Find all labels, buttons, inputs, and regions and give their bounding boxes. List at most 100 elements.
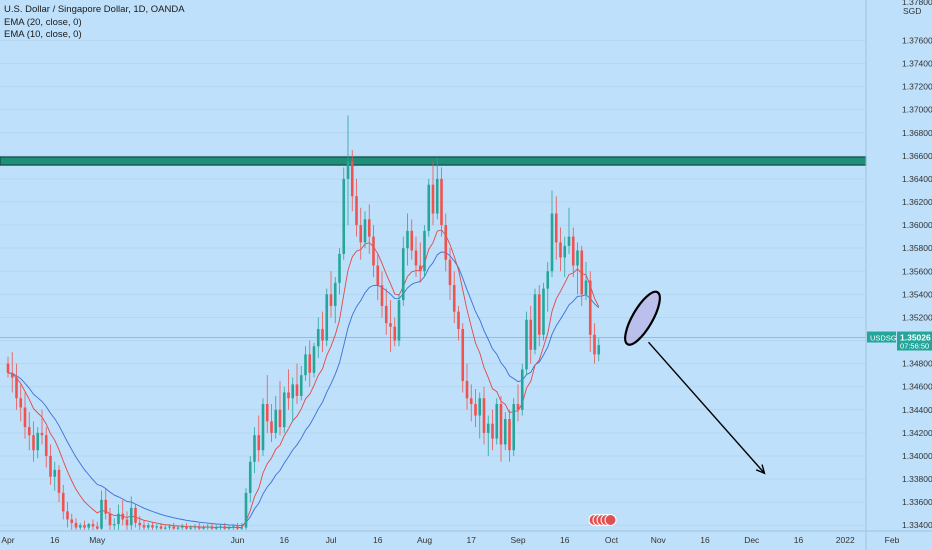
candle-body bbox=[427, 184, 431, 231]
candle bbox=[142, 520, 146, 530]
candle bbox=[465, 363, 469, 410]
candle bbox=[325, 288, 329, 347]
candle-body bbox=[32, 435, 35, 451]
candle bbox=[91, 519, 95, 530]
candle-body bbox=[176, 527, 180, 529]
candle bbox=[155, 524, 159, 530]
candle bbox=[559, 227, 562, 272]
candle bbox=[588, 271, 592, 353]
candle-body bbox=[278, 409, 282, 428]
candle-body bbox=[401, 248, 405, 301]
candle bbox=[40, 409, 44, 445]
candle bbox=[461, 323, 465, 393]
candle bbox=[389, 300, 392, 353]
candle bbox=[104, 488, 108, 520]
price-tick-label: 1.33400 bbox=[902, 520, 932, 530]
price-tick-label: 1.37200 bbox=[902, 82, 932, 92]
time-tick-label: Jun bbox=[231, 535, 245, 545]
candle bbox=[231, 524, 235, 530]
candle bbox=[236, 522, 239, 530]
candle bbox=[121, 499, 125, 526]
candle bbox=[83, 520, 86, 530]
ema20-line bbox=[7, 251, 600, 527]
time-tick-label: 16 bbox=[794, 535, 804, 545]
candle bbox=[372, 225, 375, 278]
time-tick-label: May bbox=[89, 535, 106, 545]
candle bbox=[478, 392, 482, 439]
price-badge-value: 1.35026 bbox=[900, 333, 931, 343]
candle-body bbox=[384, 305, 388, 324]
candle bbox=[516, 384, 520, 422]
candle-body bbox=[168, 526, 171, 528]
candle-body bbox=[423, 230, 426, 272]
candle bbox=[295, 363, 299, 405]
candle bbox=[448, 248, 452, 301]
candle-body bbox=[546, 271, 550, 289]
candle-body bbox=[363, 219, 367, 243]
candle bbox=[427, 178, 431, 237]
price-tick-label: 1.34400 bbox=[902, 405, 932, 415]
candle bbox=[189, 525, 193, 530]
candle-body bbox=[274, 409, 278, 433]
candle bbox=[74, 518, 78, 530]
candle bbox=[27, 412, 31, 451]
candle bbox=[393, 317, 397, 347]
candle bbox=[542, 282, 545, 341]
candle-body bbox=[359, 225, 363, 243]
candle-body bbox=[10, 372, 14, 378]
time-tick-label: Dec bbox=[744, 535, 760, 545]
candle-body bbox=[19, 398, 23, 408]
candle-body bbox=[597, 345, 601, 355]
candle-body bbox=[134, 507, 137, 523]
candle bbox=[61, 484, 65, 520]
candle bbox=[308, 340, 312, 387]
candle-body bbox=[461, 328, 465, 381]
candle bbox=[363, 211, 367, 249]
candle-body bbox=[287, 392, 290, 399]
candle-body bbox=[431, 184, 435, 214]
candle-body bbox=[172, 526, 176, 529]
candle-body bbox=[125, 519, 129, 526]
candle-body bbox=[108, 513, 112, 526]
time-axis[interactable]: Apr 16 May Jun 16 Jul 16 Aug 17 Sep 16 Oct Nov 16 Dec 1… bbox=[0, 530, 932, 545]
projection-drawings[interactable] bbox=[588, 287, 766, 526]
candle bbox=[486, 415, 490, 456]
candle bbox=[512, 398, 516, 456]
candle bbox=[240, 522, 244, 530]
candle bbox=[397, 294, 401, 347]
candle bbox=[129, 496, 133, 530]
candle-body bbox=[469, 398, 473, 405]
candle bbox=[176, 525, 180, 530]
candle-body bbox=[567, 236, 571, 246]
candle-body bbox=[44, 435, 48, 456]
candle bbox=[469, 384, 473, 422]
chart-legend: U.S. Dollar / Singapore Dollar, 1D, OAND… bbox=[4, 4, 185, 42]
candle bbox=[546, 262, 550, 312]
candle-body bbox=[576, 250, 579, 266]
highlight-ellipse[interactable] bbox=[619, 287, 666, 349]
candle bbox=[257, 415, 261, 462]
candle bbox=[329, 271, 333, 318]
symbol-badge-label: USDSGD bbox=[870, 334, 903, 343]
candle bbox=[108, 507, 112, 530]
candle-body bbox=[253, 435, 256, 462]
ema10-legend: EMA (10, close, 0) bbox=[4, 29, 82, 40]
projection-arrow[interactable] bbox=[647, 341, 766, 474]
candle-body bbox=[36, 432, 40, 451]
candle bbox=[168, 524, 171, 530]
candle-body bbox=[563, 245, 567, 258]
candle bbox=[406, 213, 409, 266]
time-tick-label: 16 bbox=[280, 535, 290, 545]
candle bbox=[359, 207, 363, 260]
price-tick-label: 1.36600 bbox=[902, 151, 932, 161]
candle bbox=[431, 161, 435, 226]
candle-body bbox=[584, 280, 588, 295]
price-axis[interactable]: 1.37600 1.37400 1.37200 1.37000 1.36800 1.366… bbox=[865, 0, 932, 550]
candle-body bbox=[474, 404, 477, 416]
price-tick-label: 1.35400 bbox=[902, 289, 932, 299]
candle-body bbox=[529, 319, 533, 350]
candle bbox=[163, 525, 167, 530]
candle-body bbox=[571, 236, 575, 266]
candle-body bbox=[236, 526, 239, 529]
